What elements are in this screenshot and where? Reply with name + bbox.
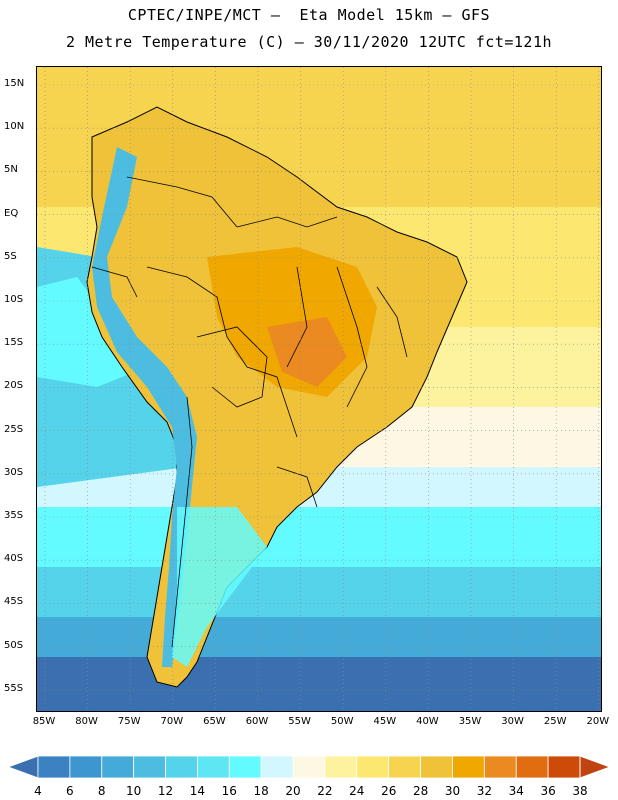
colorbar-swatch	[197, 755, 230, 779]
lon-label: 60W	[245, 716, 269, 727]
lat-label: 20S	[4, 380, 24, 392]
colorbar-tick-label: 18	[253, 784, 269, 798]
colorbar-tick-label: 8	[97, 784, 106, 798]
lat-label: 55S	[4, 682, 24, 694]
colorbar-tick-label: 32	[476, 784, 492, 798]
colorbar-swatch	[292, 755, 326, 779]
colorbar-arrow-high	[579, 755, 612, 779]
lon-label: 80W	[75, 716, 98, 727]
lon-label: 55W	[288, 716, 311, 727]
colorbar-tick-label: 36	[540, 784, 556, 798]
colorbar-tick-label: 28	[412, 784, 429, 798]
lon-label: 40W	[416, 716, 439, 727]
border-uruguay	[276, 466, 318, 508]
colorbar-swatch	[260, 755, 294, 779]
colorbar-tick-label: 12	[157, 784, 174, 798]
colorbar-swatch	[388, 755, 421, 779]
colorbar-swatch	[324, 755, 358, 779]
border-peru-ecuador	[91, 266, 138, 298]
colorbar-swatch	[515, 755, 549, 779]
very-hot-core	[267, 317, 347, 387]
colorbar-swatch	[101, 755, 135, 779]
colorbar-swatch	[420, 755, 453, 779]
lon-label: 70W	[160, 716, 184, 727]
lon-label: 75W	[117, 716, 141, 727]
lat-label: 25S	[4, 423, 24, 435]
lat-label: 35S	[4, 510, 24, 521]
band-blue	[37, 617, 601, 657]
lon-label: 65W	[203, 716, 226, 727]
temperature-map[interactable]	[36, 66, 602, 712]
band-cyan	[37, 507, 601, 567]
patagonia-cyan	[172, 507, 267, 667]
colorbar-swatch	[483, 755, 517, 779]
colorbar-swatch	[133, 755, 166, 779]
colorbar-tick-label: 24	[349, 784, 365, 798]
lat-label: 10S	[4, 294, 24, 305]
border-brazil-north	[236, 216, 338, 228]
map-title-line-1: CPTEC/INPE/MCT – Eta Model 15km – GFS	[127, 6, 491, 24]
lon-label: 85W	[32, 716, 56, 727]
colorbar-swatch	[452, 755, 485, 779]
map-title-line-2: 2 Metre Temperature (C) – 30/11/2020 12U…	[65, 33, 553, 51]
lat-label: 30S	[4, 466, 24, 478]
lat-label: EQ	[4, 207, 19, 219]
colorbar-tick-label: 26	[381, 784, 397, 798]
border-brazil-states-3	[376, 286, 408, 358]
temperature-colorbar	[6, 755, 612, 779]
colorbar-arrow-low	[6, 755, 39, 779]
border-argentina-chile	[171, 396, 193, 648]
lat-label: 15N	[4, 78, 25, 89]
colorbar-swatch	[69, 755, 103, 779]
colorbar-tick-label: 30	[444, 784, 461, 798]
colorbar-tick-label: 34	[508, 784, 524, 798]
lon-label: 30W	[501, 716, 524, 727]
lat-label: 10N	[4, 121, 25, 133]
colorbar-swatch	[547, 755, 581, 779]
colorbar-tick-label: 6	[66, 784, 74, 798]
lon-label: 50W	[330, 716, 354, 727]
colorbar-tick-label: 20	[285, 784, 301, 798]
lon-label: 25W	[543, 716, 567, 727]
colorbar-swatch	[165, 755, 198, 779]
andes-cool-spine	[92, 147, 197, 667]
colorbar-swatch	[228, 755, 262, 779]
colorbar-tick-label: 16	[221, 784, 237, 798]
colorbar-tick-label: 10	[126, 784, 142, 798]
lon-label: 20W	[586, 716, 610, 727]
lat-label: 5N	[4, 164, 18, 176]
colorbar-tick-label: 4	[34, 784, 42, 798]
colorbar-swatch	[37, 755, 71, 779]
colorbar-tick-label: 22	[317, 784, 333, 798]
lon-label: 35W	[458, 716, 482, 727]
lat-label: 5S	[4, 250, 17, 262]
colorbar-swatch	[356, 755, 390, 779]
lat-label: 40S	[4, 553, 24, 565]
border-brazil-states-2	[336, 266, 368, 408]
colorbar-tick-label: 14	[189, 784, 206, 798]
lat-label: 45S	[4, 596, 24, 608]
border-colombia-venezuela	[126, 176, 238, 228]
lat-label: 15S	[4, 337, 24, 349]
border-bolivia	[196, 326, 268, 408]
band-teal	[37, 567, 601, 617]
lat-label: 50S	[4, 639, 24, 651]
band-deep-blue	[37, 657, 601, 711]
lon-label: 45W	[373, 716, 397, 727]
border-brazil-west	[146, 266, 298, 438]
colorbar-tick-label: 38	[572, 784, 588, 798]
